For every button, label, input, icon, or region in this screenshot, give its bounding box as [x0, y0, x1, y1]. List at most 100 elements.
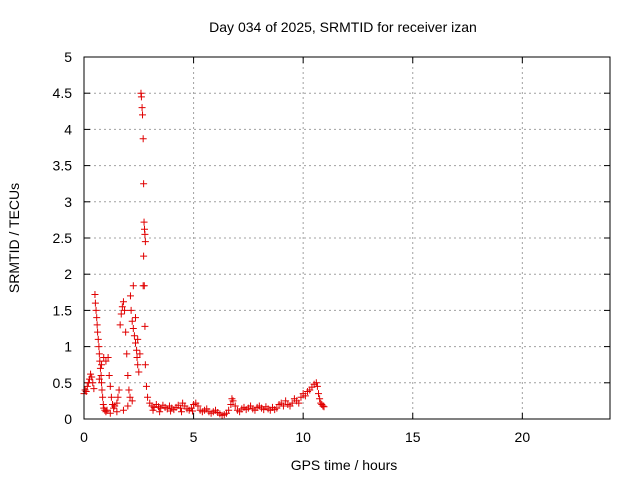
x-tick-label: 15 — [405, 429, 421, 445]
y-tick-label: 2 — [64, 266, 72, 282]
data-point — [127, 306, 135, 314]
data-point — [141, 361, 149, 369]
data-point — [116, 321, 124, 329]
data-point — [301, 392, 309, 400]
data-point — [115, 386, 123, 394]
data-point — [149, 406, 157, 414]
data-point — [91, 299, 99, 307]
data-point — [106, 382, 114, 390]
data-point — [133, 353, 141, 361]
data-point — [102, 408, 110, 416]
data-point — [136, 350, 144, 358]
data-point — [133, 346, 141, 354]
y-tick-label: 4.5 — [53, 85, 73, 101]
data-point — [96, 364, 104, 372]
x-tick-label: 20 — [515, 429, 531, 445]
data-point — [176, 404, 184, 412]
data-point — [98, 386, 106, 394]
data-point — [89, 379, 97, 387]
data-point — [140, 282, 148, 290]
data-point — [194, 402, 202, 410]
data-point — [124, 402, 132, 410]
data-point — [141, 322, 149, 330]
data-point — [102, 357, 110, 365]
data-point — [105, 372, 113, 380]
data-point — [178, 408, 186, 416]
data-point — [297, 393, 305, 401]
data-point — [313, 382, 321, 390]
data-point — [225, 406, 233, 414]
data-point — [117, 310, 125, 318]
y-tick-label: 1 — [64, 339, 72, 355]
data-point — [135, 368, 143, 376]
y-tick-label: 2.5 — [53, 230, 73, 246]
data-point — [140, 218, 148, 226]
data-point — [114, 393, 122, 401]
data-point — [104, 353, 112, 361]
data-point — [98, 379, 106, 387]
data-point — [295, 399, 303, 407]
data-point — [140, 180, 148, 188]
data-point — [107, 393, 115, 401]
data-point — [134, 361, 142, 369]
data-point — [106, 409, 114, 417]
data-point — [142, 382, 150, 390]
chart-title: Day 034 of 2025, SRMTID for receiver iza… — [209, 19, 477, 35]
data-point — [99, 393, 107, 401]
data-point — [119, 298, 127, 306]
data-point — [92, 306, 100, 314]
data-point — [132, 314, 140, 322]
data-point — [316, 395, 324, 403]
data-point — [95, 350, 103, 358]
data-point — [93, 314, 101, 322]
y-tick-label: 3.5 — [53, 158, 73, 174]
data-point — [187, 404, 195, 412]
data-point — [320, 403, 328, 411]
data-point — [140, 252, 148, 260]
data-point — [231, 402, 239, 410]
data-point — [229, 397, 237, 405]
data-point — [125, 386, 133, 394]
plot-frame — [83, 56, 611, 420]
data-point — [103, 406, 111, 414]
data-point — [98, 361, 106, 369]
x-tick-label: 10 — [295, 429, 311, 445]
data-point — [90, 385, 98, 393]
data-point — [121, 306, 129, 314]
data-point — [319, 402, 327, 410]
data-point — [123, 350, 131, 358]
data-point — [81, 386, 89, 394]
data-point — [279, 402, 287, 410]
y-tick-label: 1.5 — [53, 302, 73, 318]
data-point — [282, 397, 290, 405]
data-point — [137, 93, 145, 101]
data-point — [141, 238, 149, 246]
data-point — [113, 408, 121, 416]
x-axis-label: GPS time / hours — [291, 457, 398, 473]
data-point — [188, 407, 196, 415]
data-point — [94, 335, 102, 343]
data-point — [128, 317, 136, 325]
data-point — [288, 399, 296, 407]
data-point — [128, 397, 136, 405]
data-point — [124, 372, 132, 380]
data-point — [167, 407, 175, 415]
y-tick-label: 0.5 — [53, 375, 73, 391]
y-axis-label: SRMTID / TECUs — [6, 183, 22, 293]
y-tick-label: 3 — [64, 194, 72, 210]
x-tick-label: 0 — [80, 429, 88, 445]
data-point — [97, 372, 105, 380]
data-point — [94, 328, 102, 336]
data-point — [88, 373, 96, 381]
data-point — [138, 104, 146, 112]
data-point — [126, 393, 134, 401]
data-points — [80, 89, 328, 419]
y-tick-label: 4 — [64, 121, 72, 137]
data-point — [122, 328, 130, 336]
y-tick-label: 0 — [64, 411, 72, 427]
data-point — [119, 406, 127, 414]
data-point — [95, 343, 103, 351]
data-point — [144, 393, 152, 401]
data-point — [315, 390, 323, 398]
data-point — [83, 382, 91, 390]
